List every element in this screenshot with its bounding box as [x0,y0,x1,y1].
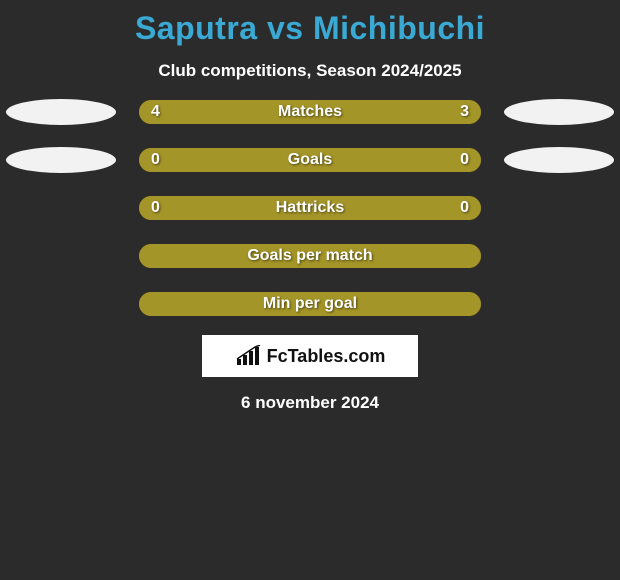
stat-label: Min per goal [263,295,357,313]
stat-label: Matches [278,103,342,121]
bar-fill-left [139,148,310,172]
stat-label: Hattricks [276,199,344,217]
logo-text: FcTables.com [267,346,386,367]
stat-row: Goals per match [0,243,620,269]
player-ellipse-left [6,99,116,125]
stat-bar: 0 0 Hattricks [139,196,481,220]
stat-row: 0 0 Hattricks [0,195,620,221]
stat-rows: 4 3 Matches 0 0 Goals 0 0 Hattricks Goals per mat… [0,99,620,317]
stat-bar: Goals per match [139,244,481,268]
stat-value-right: 0 [460,151,469,169]
stat-value-left: 0 [151,199,160,217]
stat-value-right: 0 [460,199,469,217]
stat-row: 4 3 Matches [0,99,620,125]
stat-bar: Min per goal [139,292,481,316]
title-player2: Michibuchi [313,10,485,46]
title-player1: Saputra [135,10,258,46]
title-vs: vs [267,10,304,46]
stat-label: Goals [288,151,332,169]
bars-logo-icon [235,345,261,367]
bar-fill-right [310,148,481,172]
stat-label: Goals per match [247,247,372,265]
player-ellipse-left [6,147,116,173]
stat-value-left: 0 [151,151,160,169]
stat-bar: 4 3 Matches [139,100,481,124]
bar-fill-right [334,100,481,124]
stat-bar: 0 0 Goals [139,148,481,172]
date-text: 6 november 2024 [0,377,620,429]
stat-value-right: 3 [460,103,469,121]
page-title: Saputra vs Michibuchi [0,6,620,53]
stat-row: 0 0 Goals [0,147,620,173]
player-ellipse-right [504,99,614,125]
comparison-infographic: Saputra vs Michibuchi Club competitions,… [0,0,620,429]
stat-row: Min per goal [0,291,620,317]
logo-box: FcTables.com [202,335,418,377]
player-ellipse-right [504,147,614,173]
subtitle: Club competitions, Season 2024/2025 [0,53,620,99]
stat-value-left: 4 [151,103,160,121]
